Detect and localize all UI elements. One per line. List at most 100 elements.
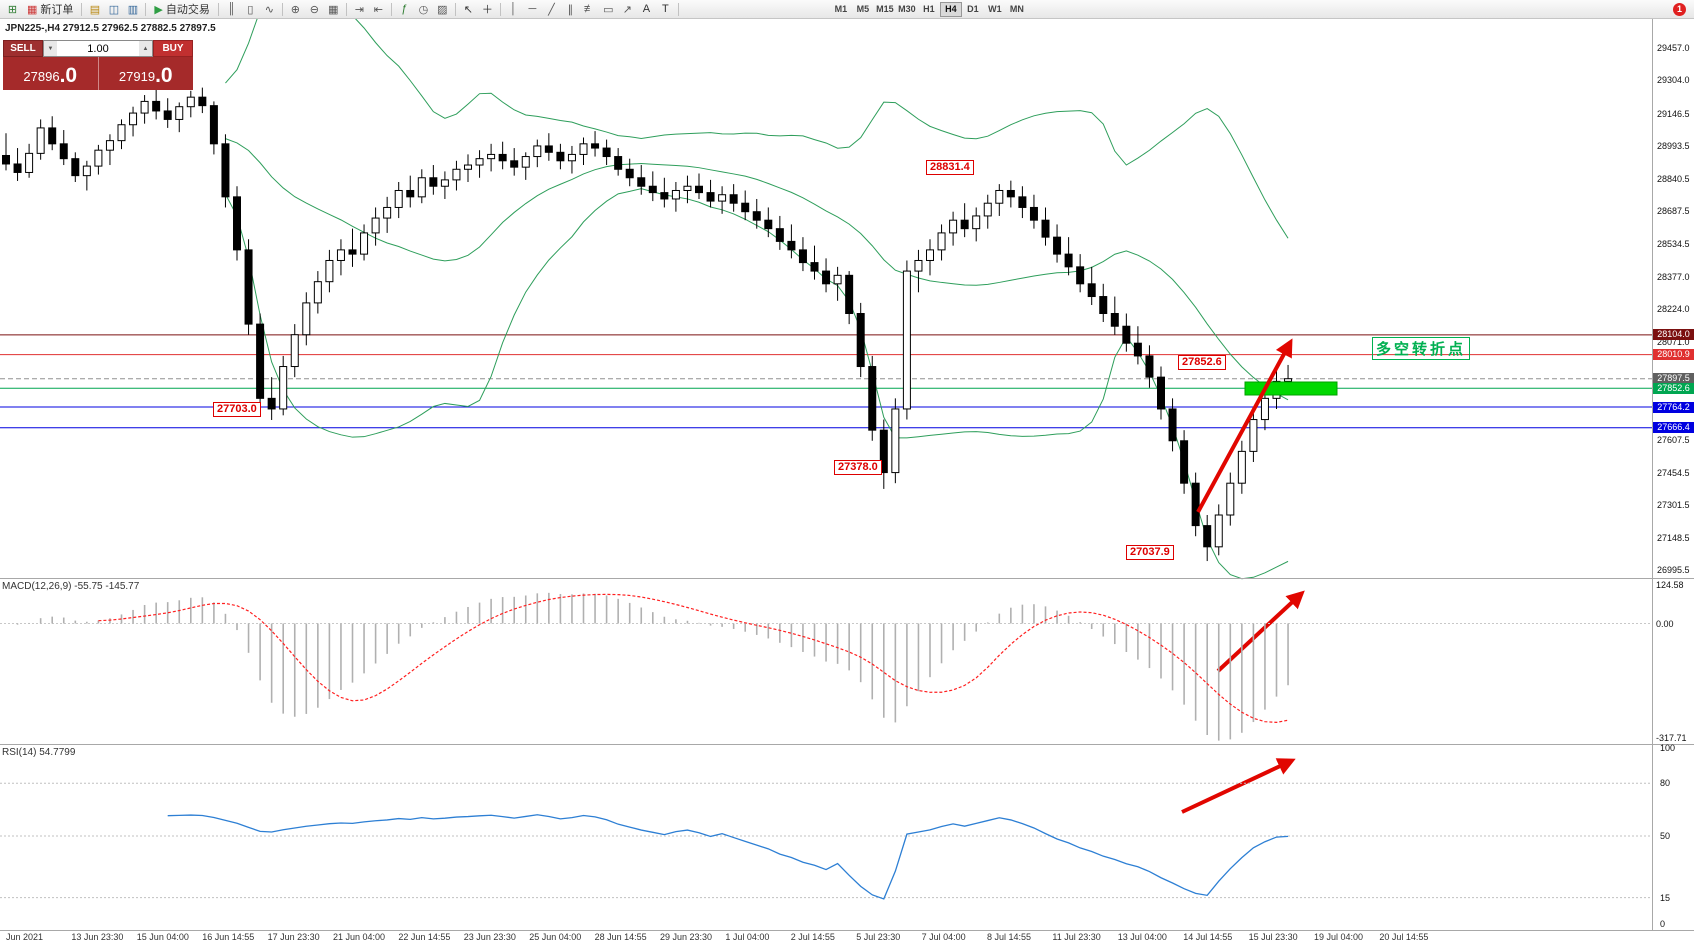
new-chart-icon: ⊞	[7, 3, 18, 16]
timeframe-m1[interactable]: M1	[834, 4, 848, 14]
timeframe-mn[interactable]: MN	[1009, 4, 1024, 14]
drawing-objects-layer	[1181, 338, 1338, 814]
zoom-out-icon[interactable]: ⊖	[305, 1, 324, 17]
price-axis-tick: 27148.5	[1657, 532, 1690, 543]
text-icon[interactable]: A	[637, 1, 656, 17]
navigator-icon[interactable]: ▥	[123, 1, 142, 17]
periods-icon[interactable]: ◷	[414, 1, 433, 17]
turning-point-annotation: 多空转折点	[1372, 337, 1471, 360]
sell-button[interactable]: SELL	[3, 40, 43, 57]
new-chart-icon[interactable]: ⊞	[3, 1, 22, 17]
text-label-icon[interactable]: T	[656, 1, 675, 17]
timeframe-m30[interactable]: M30	[898, 4, 916, 14]
line-chart-icon[interactable]: ∿	[260, 1, 279, 17]
rsi-layer	[0, 782, 1652, 900]
candlestick-chart-icon[interactable]: ▯	[241, 1, 260, 17]
rsi-axis-tick: 100	[1660, 743, 1676, 753]
buy-price-pips: .0	[155, 64, 173, 87]
vertical-line-icon[interactable]: │	[504, 1, 523, 17]
price-axis-tick: 28993.5	[1657, 141, 1690, 152]
price-callout: 27378.0	[834, 460, 882, 475]
macd-axis-tick: -317.71	[1656, 733, 1687, 744]
date-axis-label: 20 Jul 14:55	[1379, 932, 1429, 942]
date-axis-label: 5 Jul 23:30	[856, 932, 901, 942]
price-axis-tick: 28534.5	[1657, 238, 1690, 249]
channel-icon[interactable]: ∥	[561, 1, 580, 17]
chart-shift-icon[interactable]: ⇤	[369, 1, 388, 17]
zoom-in-icon[interactable]: ⊕	[286, 1, 305, 17]
date-axis-label: Jun 2021	[6, 932, 44, 942]
date-axis-label: 15 Jul 23:30	[1248, 932, 1298, 942]
toolbar-separator	[390, 2, 392, 16]
profiles-icon[interactable]: ▤	[85, 1, 104, 17]
date-axis-label: 1 Jul 04:00	[725, 932, 770, 942]
candlestick-chart-icon: ▯	[247, 3, 254, 16]
timeframe-h1[interactable]: H1	[923, 4, 935, 14]
zoom-out-icon: ⊖	[309, 3, 319, 16]
timeframe-w1[interactable]: W1	[988, 4, 1002, 14]
autotrading-button-label: 自动交易	[165, 4, 210, 16]
timeframe-m5[interactable]: M5	[856, 4, 870, 14]
bar-chart-icon[interactable]: ║	[222, 1, 241, 17]
shapes-icon[interactable]: ▭	[599, 1, 618, 17]
new-order-button[interactable]: ▦ 新订单	[22, 1, 78, 17]
price-badge: 27897.5	[1653, 373, 1694, 385]
timeframe-d1[interactable]: D1	[967, 4, 979, 14]
indicators-icon: ƒ	[401, 3, 408, 15]
crosshair-icon[interactable]: ＋	[478, 1, 497, 17]
auto-scroll-icon: ⇥	[354, 3, 364, 16]
periods-icon: ◷	[418, 3, 429, 16]
notification-badge[interactable]: 1	[1673, 2, 1686, 16]
price-axis-tick: 26995.5	[1657, 565, 1690, 576]
arrows-icon: ↗	[622, 3, 632, 16]
templates-icon[interactable]: ▨	[433, 1, 452, 17]
arrows-icon[interactable]: ↗	[618, 1, 637, 17]
rsi-axis-tick: 0	[1660, 919, 1666, 929]
trendline-icon[interactable]: ╱	[542, 1, 561, 17]
price-badge: 27852.6	[1653, 382, 1694, 394]
tile-windows-icon[interactable]: ▦	[324, 1, 343, 17]
buy-price-main: 27919	[118, 69, 156, 84]
date-axis-label: 19 Jul 04:00	[1314, 932, 1364, 942]
buy-price[interactable]: 27919 .0	[98, 57, 193, 90]
horizontal-line-icon[interactable]: ─	[523, 1, 542, 17]
price-badge: 27764.2	[1653, 401, 1694, 413]
date-axis-label: 11 Jul 23:30	[1052, 932, 1101, 942]
sell-price[interactable]: 27896 .0	[3, 57, 99, 90]
autotrading-button[interactable]: ▶ 自动交易	[149, 1, 214, 17]
sell-price-pips: .0	[59, 64, 78, 87]
price-axis-tick: 29457.0	[1657, 42, 1690, 53]
fibonacci-icon[interactable]: ≢	[580, 1, 599, 17]
volume-increase-button[interactable]: ▲	[139, 41, 152, 56]
date-axis-label: 8 Jul 14:55	[987, 932, 1032, 942]
buy-button[interactable]: BUY	[153, 40, 193, 57]
auto-scroll-icon[interactable]: ⇥	[350, 1, 369, 17]
timeframe-h4[interactable]: H4	[939, 1, 962, 17]
toolbar-separator	[217, 2, 219, 16]
volume-input[interactable]: 1.00	[87, 42, 109, 55]
zoom-in-icon: ⊕	[290, 3, 300, 16]
market-watch-icon[interactable]: ◫	[104, 1, 123, 17]
date-axis-label: 29 Jun 23:30	[660, 932, 713, 942]
rsi-indicator-label: RSI(14) 54.7799	[2, 747, 76, 758]
trendline-icon: ╱	[548, 3, 555, 16]
rsi-axis-tick: 15	[1660, 892, 1671, 903]
price-axis-tick: 28840.5	[1657, 173, 1690, 184]
date-axis-label: 7 Jul 04:00	[921, 932, 966, 942]
date-axis-label: 17 Jun 23:30	[267, 932, 320, 942]
timeframe-toolbar: M1 M5 M15 M30 H1 H4 D1 W1 MN	[830, 1, 1028, 17]
candles-layer	[2, 87, 1293, 562]
indicators-icon[interactable]: ƒ	[395, 1, 414, 17]
templates-icon: ▨	[437, 3, 448, 16]
one-click-trading-panel: SELL ▼ 1.00 ▲ BUY 27896 .0 27919 .0	[3, 40, 193, 90]
price-callout: 27703.0	[213, 402, 261, 417]
autotrading-icon: ▶	[154, 3, 163, 16]
cursor-icon: ↖	[463, 3, 473, 16]
price-callout: 28831.4	[926, 160, 974, 175]
market-watch-icon: ◫	[108, 3, 120, 16]
timeframe-m15[interactable]: M15	[876, 4, 894, 14]
toolbar-separator	[454, 2, 456, 16]
volume-decrease-button[interactable]: ▼	[44, 41, 57, 56]
cursor-icon[interactable]: ↖	[459, 1, 478, 17]
